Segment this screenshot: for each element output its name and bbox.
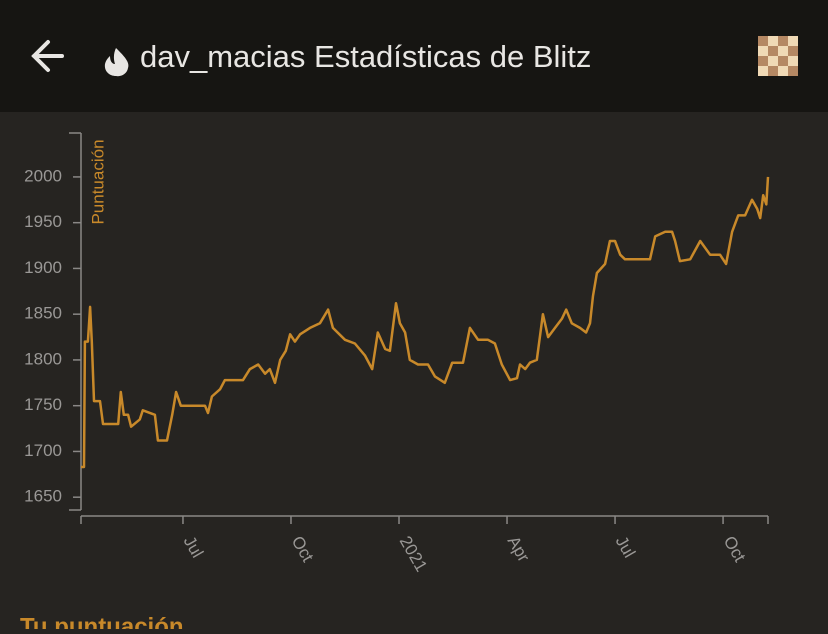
blitz-icon bbox=[104, 48, 129, 77]
x-tick-label: 2021 bbox=[396, 533, 431, 575]
x-tick-label: Jul bbox=[612, 533, 639, 561]
back-button[interactable] bbox=[31, 40, 64, 72]
rating-line bbox=[81, 176, 770, 469]
board-icon[interactable] bbox=[758, 36, 798, 76]
y-tick-label: 1800 bbox=[24, 349, 62, 368]
x-tick-label: Jul bbox=[180, 533, 207, 561]
y-tick-label: 1850 bbox=[24, 304, 62, 323]
y-tick-label: 1650 bbox=[24, 487, 62, 506]
section-title: Tu puntuación bbox=[20, 613, 184, 629]
x-tick-label: Oct bbox=[288, 533, 318, 566]
y-tick-label: 1900 bbox=[24, 258, 62, 277]
x-tick-label: Oct bbox=[720, 533, 750, 566]
y-tick-label: 1750 bbox=[24, 395, 62, 414]
y-tick-label: 1700 bbox=[24, 441, 62, 460]
y-tick-label: 1950 bbox=[24, 212, 62, 231]
x-tick-label: Apr bbox=[504, 533, 534, 566]
y-tick-label: 2000 bbox=[24, 166, 62, 185]
y-axis-label: Puntuación bbox=[88, 139, 107, 224]
page-title: dav_macias Estadísticas de Blitz bbox=[140, 39, 591, 74]
app-bar bbox=[0, 0, 828, 112]
